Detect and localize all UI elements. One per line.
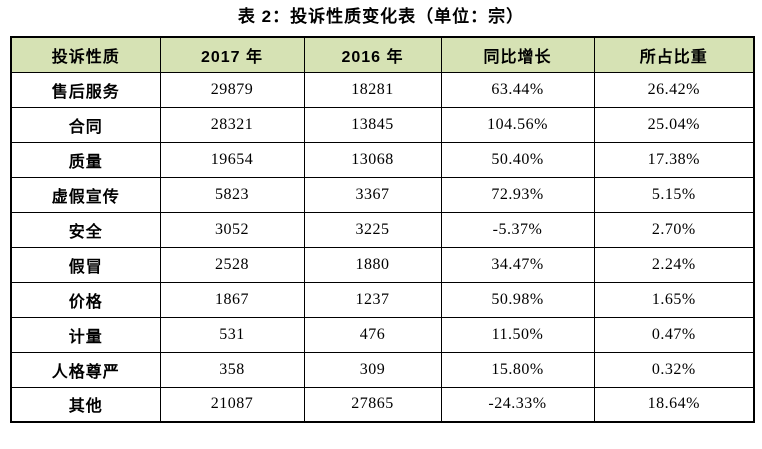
table-row: 售后服务 29879 18281 63.44% 26.42% xyxy=(10,71,755,108)
col-header-growth: 同比增长 xyxy=(440,36,595,73)
col-header-nature: 投诉性质 xyxy=(10,36,161,73)
cell-2016: 1880 xyxy=(303,246,442,283)
table-row: 价格 1867 1237 50.98% 1.65% xyxy=(10,281,755,318)
cell-2017: 21087 xyxy=(159,386,305,423)
row-label: 虚假宣传 xyxy=(10,176,161,213)
cell-2017: 3052 xyxy=(159,211,305,248)
cell-share: 2.24% xyxy=(593,246,755,283)
cell-growth: 63.44% xyxy=(440,71,595,108)
table-title: 表 2：投诉性质变化表（单位：宗） xyxy=(237,7,525,26)
cell-growth: 72.93% xyxy=(440,176,595,213)
cell-2017: 28321 xyxy=(159,106,305,143)
row-label: 价格 xyxy=(10,281,161,318)
table-row: 合同 28321 13845 104.56% 25.04% xyxy=(10,106,755,143)
cell-2016: 3367 xyxy=(303,176,442,213)
cell-share: 1.65% xyxy=(593,281,755,318)
row-label: 其他 xyxy=(10,386,161,423)
cell-share: 2.70% xyxy=(593,211,755,248)
cell-2017: 358 xyxy=(159,351,305,388)
cell-growth: 104.56% xyxy=(440,106,595,143)
cell-2017: 29879 xyxy=(159,71,305,108)
col-header-2017: 2017 年 xyxy=(159,36,305,73)
row-label: 质量 xyxy=(10,141,161,178)
table-row: 假冒 2528 1880 34.47% 2.24% xyxy=(10,246,755,283)
table-row: 其他 21087 27865 -24.33% 18.64% xyxy=(10,386,755,423)
cell-share: 0.32% xyxy=(593,351,755,388)
row-label: 计量 xyxy=(10,316,161,353)
row-label: 人格尊严 xyxy=(10,351,161,388)
cell-growth: 15.80% xyxy=(440,351,595,388)
table-row: 安全 3052 3225 -5.37% 2.70% xyxy=(10,211,755,248)
cell-2016: 18281 xyxy=(303,71,442,108)
cell-2016: 1237 xyxy=(303,281,442,318)
row-label: 假冒 xyxy=(10,246,161,283)
cell-share: 26.42% xyxy=(593,71,755,108)
col-header-2016: 2016 年 xyxy=(303,36,442,73)
table-body: 售后服务 29879 18281 63.44% 26.42% 合同 28321 … xyxy=(10,71,755,423)
cell-2017: 1867 xyxy=(159,281,305,318)
cell-2016: 13068 xyxy=(303,141,442,178)
row-label: 安全 xyxy=(10,211,161,248)
cell-2016: 3225 xyxy=(303,211,442,248)
cell-2016: 27865 xyxy=(303,386,442,423)
cell-2017: 531 xyxy=(159,316,305,353)
table-row: 虚假宣传 5823 3367 72.93% 5.15% xyxy=(10,176,755,213)
row-label: 售后服务 xyxy=(10,71,161,108)
cell-growth: 50.98% xyxy=(440,281,595,318)
cell-2016: 309 xyxy=(303,351,442,388)
cell-2017: 19654 xyxy=(159,141,305,178)
cell-2016: 13845 xyxy=(303,106,442,143)
cell-2017: 2528 xyxy=(159,246,305,283)
cell-share: 5.15% xyxy=(593,176,755,213)
cell-2017: 5823 xyxy=(159,176,305,213)
cell-growth: 50.40% xyxy=(440,141,595,178)
cell-share: 18.64% xyxy=(593,386,755,423)
complaint-nature-table: 投诉性质 2017 年 2016 年 同比增长 所占比重 售后服务 29879 … xyxy=(10,36,755,423)
header-row: 投诉性质 2017 年 2016 年 同比增长 所占比重 xyxy=(10,36,755,73)
cell-growth: -5.37% xyxy=(440,211,595,248)
row-label: 合同 xyxy=(10,106,161,143)
cell-growth: 34.47% xyxy=(440,246,595,283)
table-header: 投诉性质 2017 年 2016 年 同比增长 所占比重 xyxy=(10,36,755,73)
table-row: 人格尊严 358 309 15.80% 0.32% xyxy=(10,351,755,388)
table-row: 计量 531 476 11.50% 0.47% xyxy=(10,316,755,353)
cell-2016: 476 xyxy=(303,316,442,353)
cell-share: 17.38% xyxy=(593,141,755,178)
cell-growth: 11.50% xyxy=(440,316,595,353)
col-header-share: 所占比重 xyxy=(593,36,755,73)
table-row: 质量 19654 13068 50.40% 17.38% xyxy=(10,141,755,178)
cell-share: 0.47% xyxy=(593,316,755,353)
cell-growth: -24.33% xyxy=(440,386,595,423)
cell-share: 25.04% xyxy=(593,106,755,143)
